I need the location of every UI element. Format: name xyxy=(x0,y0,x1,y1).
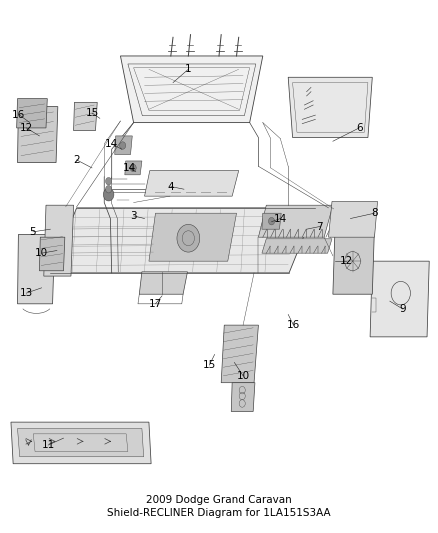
Text: 14: 14 xyxy=(274,214,287,223)
Text: 11: 11 xyxy=(42,440,55,450)
Circle shape xyxy=(120,142,126,149)
Polygon shape xyxy=(125,161,142,175)
Polygon shape xyxy=(370,261,429,337)
Polygon shape xyxy=(18,235,55,304)
Polygon shape xyxy=(44,205,74,276)
Text: 10: 10 xyxy=(237,371,250,381)
Text: 1: 1 xyxy=(185,64,192,74)
Polygon shape xyxy=(11,422,151,464)
Polygon shape xyxy=(18,107,58,163)
Text: 13: 13 xyxy=(20,288,33,298)
Polygon shape xyxy=(221,325,258,383)
Text: 5: 5 xyxy=(29,227,36,237)
Polygon shape xyxy=(333,227,374,294)
Circle shape xyxy=(106,177,112,185)
Circle shape xyxy=(106,185,112,193)
Text: 6: 6 xyxy=(356,123,363,133)
Text: Shield-RECLINER Diagram for 1LA151S3AA: Shield-RECLINER Diagram for 1LA151S3AA xyxy=(107,508,331,518)
Polygon shape xyxy=(145,171,239,196)
Text: 7: 7 xyxy=(316,222,323,231)
Polygon shape xyxy=(288,77,372,138)
Text: 15: 15 xyxy=(203,360,216,370)
Text: 10: 10 xyxy=(35,248,48,258)
Polygon shape xyxy=(149,213,237,261)
Polygon shape xyxy=(262,239,332,253)
Text: 12: 12 xyxy=(339,256,353,266)
Polygon shape xyxy=(50,208,315,273)
Polygon shape xyxy=(258,205,333,237)
Text: 2009 Dodge Grand Caravan: 2009 Dodge Grand Caravan xyxy=(146,495,292,505)
Polygon shape xyxy=(18,429,144,457)
Circle shape xyxy=(268,217,275,225)
Polygon shape xyxy=(120,56,263,123)
Polygon shape xyxy=(17,99,47,128)
Polygon shape xyxy=(39,237,65,271)
Text: 17: 17 xyxy=(149,299,162,309)
Text: 16: 16 xyxy=(287,320,300,330)
Text: 15: 15 xyxy=(85,108,99,118)
Text: 9: 9 xyxy=(399,304,406,314)
Polygon shape xyxy=(231,383,255,411)
Text: 2: 2 xyxy=(73,155,80,165)
Polygon shape xyxy=(328,201,378,237)
Text: 8: 8 xyxy=(371,208,378,218)
Polygon shape xyxy=(262,213,281,229)
Text: 14: 14 xyxy=(105,139,118,149)
Circle shape xyxy=(130,164,136,172)
Polygon shape xyxy=(115,136,132,155)
Text: 3: 3 xyxy=(130,211,137,221)
Text: 4: 4 xyxy=(167,182,174,191)
Polygon shape xyxy=(74,102,97,131)
Text: 16: 16 xyxy=(12,110,25,119)
Text: 12: 12 xyxy=(20,123,33,133)
Text: 14: 14 xyxy=(123,163,136,173)
Polygon shape xyxy=(139,272,187,294)
Circle shape xyxy=(177,224,200,252)
Circle shape xyxy=(103,188,114,201)
